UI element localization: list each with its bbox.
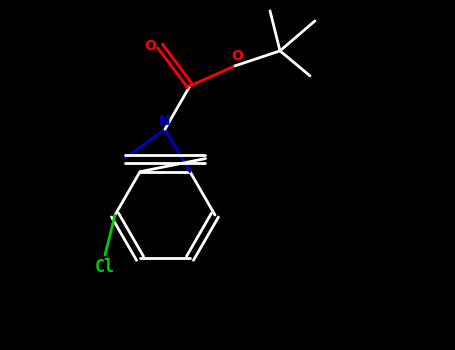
Text: O: O xyxy=(144,39,156,53)
Text: N: N xyxy=(159,114,171,128)
Text: Cl: Cl xyxy=(95,258,115,276)
Text: O: O xyxy=(231,49,243,63)
